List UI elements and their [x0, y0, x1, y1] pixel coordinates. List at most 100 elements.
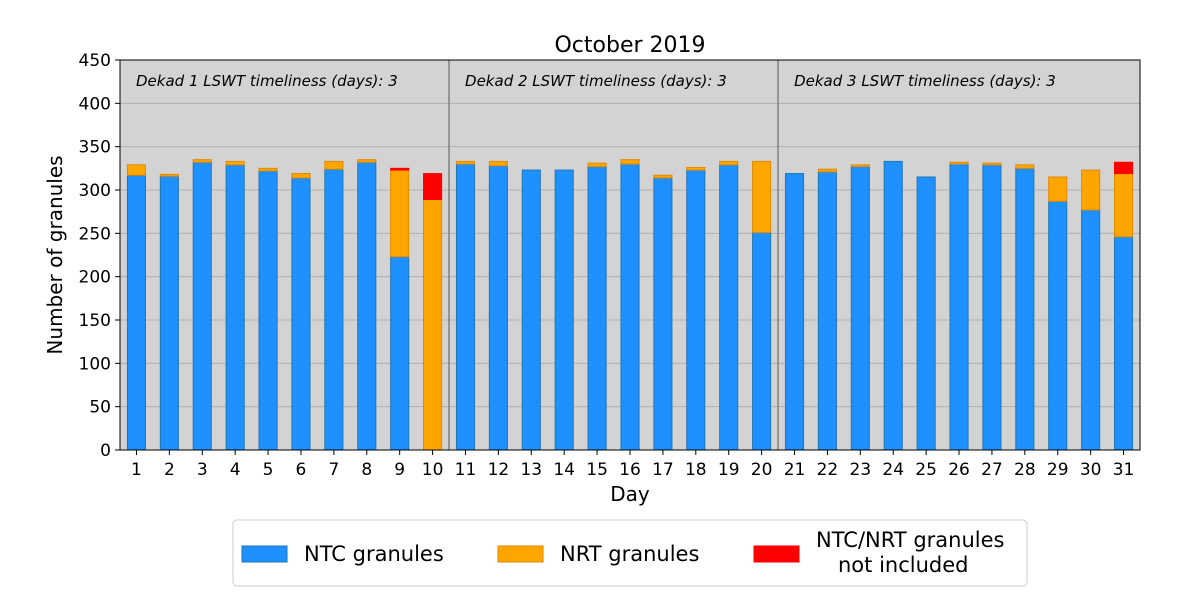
dekad-annotation-1: Dekad 1 LSWT timeliness (days): 3 [136, 72, 398, 90]
bar-not-included-day-10 [423, 173, 443, 201]
bar-nrt-day-27 [982, 162, 1002, 166]
y-tick-label: 150 [79, 311, 111, 331]
x-tick-label: 27 [981, 460, 1003, 480]
bar-ntc-day-5 [258, 170, 278, 451]
bar-ntc-day-14 [554, 169, 574, 451]
x-tick-label: 30 [1080, 460, 1102, 480]
y-tick-label: 300 [79, 181, 111, 201]
y-tick-label: 250 [79, 224, 111, 244]
dekad-annotation-3: Dekad 3 LSWT timeliness (days): 3 [794, 72, 1056, 90]
bar-nrt-day-9 [390, 169, 410, 258]
bar-nrt-day-12 [488, 160, 508, 167]
bar-ntc-day-20 [752, 231, 772, 451]
bar-ntc-day-17 [653, 177, 673, 451]
bar-nrt-day-29 [1048, 176, 1068, 202]
bar-ntc-day-7 [324, 168, 344, 451]
bar-ntc-day-1 [126, 174, 147, 451]
bar-nrt-day-26 [949, 161, 969, 165]
legend-swatch-not-included [753, 545, 800, 563]
bar-nrt-day-20 [752, 160, 772, 233]
legend-label-not-included-line1: NTC/NRT granules [816, 528, 1004, 552]
bar-nrt-day-7 [324, 160, 344, 170]
x-tick-label: 19 [718, 460, 740, 480]
bar-ntc-day-27 [982, 164, 1002, 451]
x-tick-label: 15 [586, 460, 608, 480]
bar-ntc-day-28 [1015, 167, 1035, 451]
x-tick-label: 7 [328, 460, 339, 480]
bar-ntc-day-6 [291, 177, 311, 451]
dekad-annotations: Dekad 1 LSWT timeliness (days): 3 Dekad 2… [136, 72, 1056, 90]
bar-nrt-day-18 [686, 166, 706, 171]
x-tick-label: 9 [394, 460, 405, 480]
legend-swatch-nrt [497, 545, 544, 563]
bar-ntc-day-13 [521, 169, 541, 451]
y-tick-label: 100 [79, 354, 111, 374]
bar-ntc-day-31 [1114, 236, 1134, 451]
bar-nrt-day-5 [258, 167, 278, 172]
bar-not-included-day-31 [1114, 161, 1134, 175]
legend-frame [232, 519, 1028, 587]
x-tick-label: 29 [1047, 460, 1069, 480]
bar-ntc-day-4 [225, 164, 245, 451]
x-tick-label: 23 [850, 460, 872, 480]
bar-ntc-day-26 [949, 163, 969, 451]
bar-ntc-day-16 [620, 163, 640, 451]
bar-ntc-day-24 [883, 160, 903, 451]
legend-label-not-included-line2: not included [838, 553, 968, 577]
bar-ntc-day-21 [784, 173, 805, 451]
dekad-annotation-2: Dekad 2 LSWT timeliness (days): 3 [465, 72, 727, 90]
bar-nrt-day-19 [719, 160, 739, 166]
x-tick-label: 3 [197, 460, 208, 480]
x-axis-ticks: 1 2 3 4 5 6 7 8 9 10 11 12 13 14 15 16 17 18 19 20 21 22 23 24 2… [131, 450, 1134, 480]
bar-nrt-day-28 [1015, 164, 1035, 169]
bar-nrt-day-15 [587, 162, 607, 168]
x-axis-label: Day [610, 482, 650, 506]
y-axis-label: Number of granules [43, 155, 67, 354]
bar-nrt-day-6 [291, 173, 311, 179]
x-tick-label: 5 [263, 460, 274, 480]
y-tick-label: 400 [79, 94, 111, 114]
bar-ntc-day-22 [817, 171, 837, 451]
y-tick-label: 50 [89, 398, 111, 418]
x-tick-label: 4 [230, 460, 241, 480]
dekad-dividers [448, 60, 779, 450]
bar-ntc-day-23 [850, 166, 870, 451]
legend-swatch-ntc [241, 545, 288, 563]
legend-label-nrt: NRT granules [560, 542, 699, 566]
x-tick-label: 28 [1014, 460, 1036, 480]
bar-nrt-day-3 [192, 159, 212, 163]
x-tick-label: 17 [652, 460, 674, 480]
x-tick-label: 11 [455, 460, 477, 480]
bar-nrt-day-11 [455, 160, 476, 165]
x-tick-label: 31 [1113, 460, 1135, 480]
bar-ntc-day-15 [587, 166, 607, 451]
bar-ntc-day-9 [390, 256, 410, 451]
bar-ntc-day-30 [1081, 209, 1101, 451]
x-tick-label: 8 [361, 460, 372, 480]
bar-ntc-day-12 [488, 165, 508, 451]
y-axis-ticks: 0 50 100 150 200 250 300 350 400 450 [79, 51, 120, 461]
x-tick-label: 14 [553, 460, 575, 480]
x-tick-label: 20 [751, 460, 773, 480]
x-tick-label: 25 [915, 460, 937, 480]
x-tick-label: 1 [131, 460, 142, 480]
x-tick-label: 2 [164, 460, 175, 480]
bar-nrt-day-10 [423, 199, 443, 451]
bar-nrt-day-23 [850, 164, 870, 168]
x-tick-label: 13 [520, 460, 542, 480]
bar-ntc-day-3 [192, 161, 212, 451]
bar-nrt-day-30 [1081, 169, 1101, 211]
bar-ntc-day-29 [1048, 200, 1068, 451]
bar-nrt-day-2 [159, 173, 179, 177]
bar-nrt-day-8 [357, 159, 377, 163]
legend: NTC granules NRT granules NTC/NRT granul… [232, 519, 1028, 587]
y-tick-label: 0 [100, 441, 111, 461]
y-tick-label: 350 [79, 138, 111, 158]
bar-nrt-day-22 [817, 168, 837, 173]
bar-nrt-day-1 [126, 164, 147, 176]
x-tick-label: 10 [422, 460, 444, 480]
x-tick-label: 21 [784, 460, 806, 480]
x-tick-label: 18 [685, 460, 707, 480]
